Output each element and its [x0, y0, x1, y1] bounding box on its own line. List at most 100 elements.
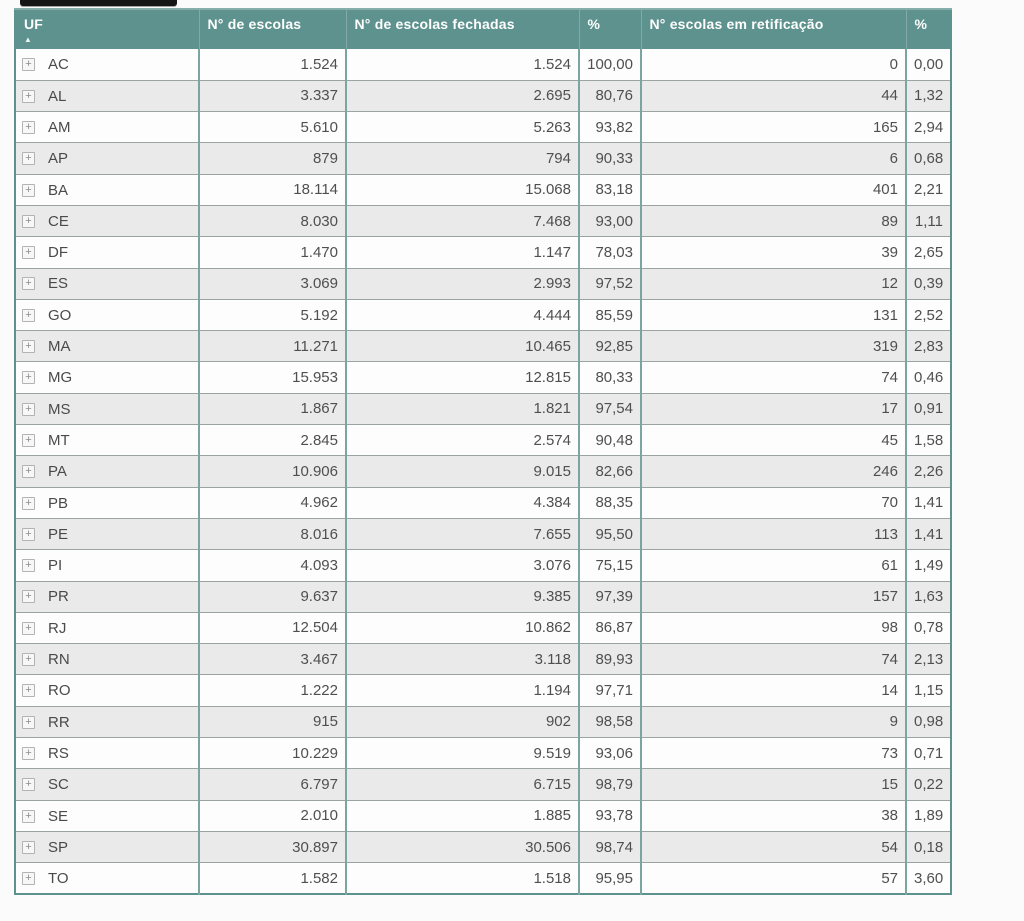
pct-retificacao-cell: 2,26	[906, 455, 951, 488]
expand-icon[interactable]: +	[22, 621, 35, 635]
uf-cell[interactable]: + MT	[15, 424, 200, 457]
pct-retificacao-cell: 0,68	[906, 142, 951, 175]
uf-cell[interactable]: + RS	[15, 737, 200, 770]
expand-icon[interactable]: +	[22, 246, 35, 260]
uf-cell[interactable]: + AL	[15, 80, 200, 113]
column-header-uf[interactable]: UF ▲	[15, 8, 200, 49]
uf-cell[interactable]: + CE	[15, 205, 200, 238]
table-row: + MG 15.953 12.815 80,33 74 0,46	[15, 361, 951, 394]
table-row: + PR 9.637 9.385 97,39 157 1,63	[15, 581, 951, 613]
pct-retificacao-cell: 0,22	[906, 768, 951, 801]
pct-fechadas-cell: 93,00	[579, 205, 642, 238]
uf-cell[interactable]: + MG	[15, 361, 200, 394]
escolas-fechadas-cell: 902	[346, 706, 580, 739]
uf-cell[interactable]: + PA	[15, 455, 200, 488]
uf-cell[interactable]: + DF	[15, 236, 200, 269]
uf-cell[interactable]: + AM	[15, 111, 200, 144]
uf-label: PE	[48, 525, 69, 543]
expand-icon[interactable]: +	[22, 715, 35, 729]
expand-icon[interactable]: +	[22, 183, 35, 197]
table-row: + SP 30.897 30.506 98,74 54 0,18	[15, 831, 951, 864]
expand-icon[interactable]: +	[22, 402, 35, 416]
escolas-cell: 4.962	[199, 487, 347, 519]
uf-cell[interactable]: + SE	[15, 800, 200, 832]
uf-cell[interactable]: + GO	[15, 299, 200, 332]
uf-cell[interactable]: + RN	[15, 643, 200, 676]
expand-icon[interactable]: +	[22, 277, 35, 291]
expand-icon[interactable]: +	[22, 58, 35, 72]
retificacao-cell: 319	[641, 330, 907, 363]
expand-icon[interactable]: +	[22, 121, 35, 134]
table-row: + RO 1.222 1.194 97,71 14 1,15	[15, 674, 951, 707]
escolas-cell: 1.222	[199, 674, 347, 707]
expand-icon[interactable]: +	[22, 214, 35, 228]
expand-icon[interactable]: +	[22, 89, 35, 103]
escolas-fechadas-cell: 794	[346, 142, 580, 175]
pct-fechadas-cell: 95,50	[579, 518, 642, 551]
pct-fechadas-cell: 93,78	[579, 800, 642, 832]
pct-fechadas-cell: 95,95	[579, 862, 642, 895]
expand-icon[interactable]: +	[22, 527, 35, 541]
uf-cell[interactable]: + PR	[15, 581, 200, 613]
uf-cell[interactable]: + PI	[15, 549, 200, 582]
uf-label: RJ	[48, 619, 67, 637]
expand-icon[interactable]: +	[22, 340, 35, 354]
retificacao-cell: 74	[641, 361, 907, 394]
expand-icon[interactable]: +	[22, 308, 35, 322]
expand-icon[interactable]: +	[22, 809, 35, 823]
pct-fechadas-cell: 98,74	[579, 831, 642, 864]
expand-icon[interactable]: +	[22, 684, 35, 698]
uf-cell[interactable]: + AC	[15, 49, 200, 81]
expand-icon[interactable]: +	[22, 840, 35, 854]
expand-icon[interactable]: +	[22, 465, 35, 479]
pct-fechadas-cell: 93,82	[579, 111, 642, 144]
uf-cell[interactable]: + BA	[15, 174, 200, 206]
pct-fechadas-cell: 97,71	[579, 674, 642, 707]
escolas-cell: 10.906	[199, 455, 347, 488]
column-header-escolas-fechadas[interactable]: N° de escolas fechadas	[346, 8, 580, 49]
uf-cell[interactable]: + ES	[15, 268, 200, 300]
table-row: + RN 3.467 3.118 89,93 74 2,13	[15, 643, 951, 676]
table-row: + CE 8.030 7.468 93,00 89 1,11	[15, 205, 951, 238]
column-header-escolas[interactable]: N° de escolas	[199, 8, 347, 49]
uf-cell[interactable]: + PB	[15, 487, 200, 519]
table-row: + SC 6.797 6.715 98,79 15 0,22	[15, 768, 951, 801]
escolas-cell: 15.953	[199, 361, 347, 394]
escolas-fechadas-cell: 4.384	[346, 487, 580, 519]
expand-icon[interactable]: +	[22, 778, 35, 792]
expand-icon[interactable]: +	[22, 496, 35, 510]
escolas-fechadas-cell: 9.015	[346, 455, 580, 488]
pct-retificacao-cell: 0,91	[906, 393, 951, 426]
uf-cell[interactable]: + SP	[15, 831, 200, 864]
uf-cell[interactable]: + RR	[15, 706, 200, 739]
pct-fechadas-cell: 86,87	[579, 612, 642, 645]
table-row: + PA 10.906 9.015 82,66 246 2,26	[15, 455, 951, 488]
expand-icon[interactable]: +	[22, 433, 35, 447]
escolas-fechadas-cell: 10.862	[346, 612, 580, 645]
column-header-retificacao[interactable]: N° escolas em retificação	[641, 8, 907, 49]
expand-icon[interactable]: +	[22, 559, 35, 573]
uf-cell[interactable]: + MS	[15, 393, 200, 426]
table-row: + AL 3.337 2.695 80,76 44 1,32	[15, 80, 951, 113]
retificacao-cell: 15	[641, 768, 907, 801]
uf-cell[interactable]: + SC	[15, 768, 200, 801]
expand-icon[interactable]: +	[22, 746, 35, 760]
uf-cell[interactable]: + RO	[15, 674, 200, 707]
expand-icon[interactable]: +	[22, 871, 35, 885]
expand-icon[interactable]: +	[22, 590, 35, 604]
expand-icon[interactable]: +	[22, 653, 35, 667]
uf-cell[interactable]: + PE	[15, 518, 200, 551]
column-header-pct-fechadas[interactable]: %	[579, 8, 642, 49]
column-header-pct-retificacao[interactable]: %	[906, 8, 951, 49]
uf-cell[interactable]: + AP	[15, 142, 200, 175]
uf-label: DF	[48, 244, 68, 262]
uf-cell[interactable]: + RJ	[15, 612, 200, 645]
expand-icon[interactable]: +	[22, 371, 35, 385]
uf-cell[interactable]: + TO	[15, 862, 200, 895]
uf-cell[interactable]: + MA	[15, 330, 200, 363]
retificacao-cell: 6	[641, 142, 907, 175]
expand-icon[interactable]: +	[22, 152, 35, 166]
pct-fechadas-cell: 78,03	[579, 236, 642, 269]
pct-fechadas-cell: 97,54	[579, 393, 642, 426]
